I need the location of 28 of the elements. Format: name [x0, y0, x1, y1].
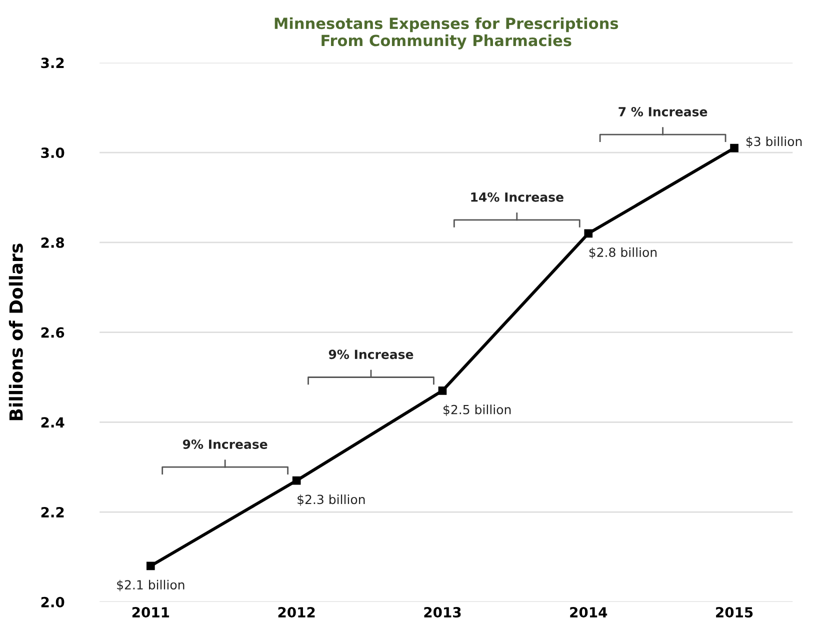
point — [292, 476, 301, 485]
annotation: 14% Increase — [471, 192, 564, 202]
point — [730, 144, 738, 152]
text: 3.0 — [41, 148, 64, 158]
text: 2.6 — [41, 327, 64, 338]
x-tick-label: 2011 — [132, 607, 170, 618]
data-label: $2.3 billion — [298, 494, 365, 506]
data-label: $2.5 billion — [444, 404, 511, 416]
point — [584, 229, 593, 238]
text: 2.0 — [41, 596, 64, 608]
annotation: 9% Increase — [182, 440, 268, 449]
data-label: $2.1 billion — [117, 580, 184, 592]
text: 2.8 — [41, 237, 64, 248]
x-tick-label: 2015 — [716, 607, 753, 618]
text: 3.2 — [41, 58, 64, 68]
annotation: 9% Increase — [328, 350, 414, 360]
point — [146, 562, 155, 570]
x-tick-label: 2014 — [570, 607, 608, 618]
data-label: $2.8 billion — [589, 247, 657, 259]
x-tick-label: 2013 — [424, 607, 461, 618]
x-tick-label: 2012 — [278, 607, 315, 618]
annotation: 7 % Increase — [618, 106, 708, 116]
text: 2.2 — [41, 507, 64, 518]
y-axis-title: Billions of Dollars — [8, 244, 23, 420]
chart-title: Minnesotans Expenses for Prescriptions From Community Pharmacies — [274, 17, 618, 50]
point — [438, 386, 447, 395]
text: 2.4 — [41, 417, 64, 428]
data-label: $3 billion — [746, 136, 802, 148]
